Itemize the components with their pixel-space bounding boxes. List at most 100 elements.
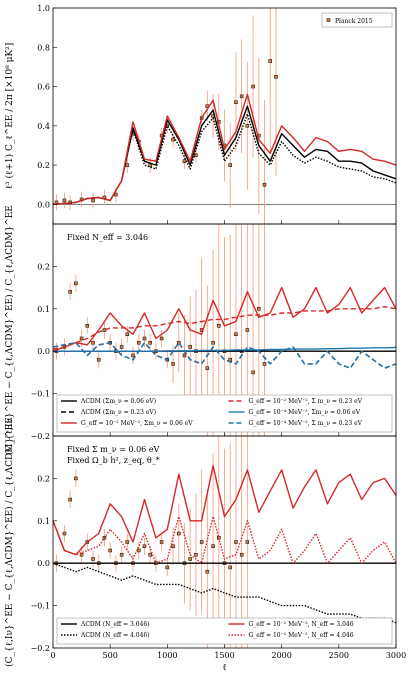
panel-middle-data-point — [148, 340, 152, 345]
panel-middle-data-point — [137, 340, 141, 345]
panel-bottom-xtick-label: 1000 — [157, 651, 177, 660]
panel-middle-data-point — [234, 332, 238, 336]
panel-bottom-legend-entry: ΛCDM (N_eff = 4.046) — [80, 632, 150, 639]
panel-middle-data-point — [205, 366, 210, 370]
panel-bottom-ytick-label: 0.0 — [37, 559, 50, 568]
panel-middle-data-point — [125, 332, 130, 336]
panel-middle-series-line-5 — [52, 342, 397, 369]
panel-middle-legend-entry: G_eff = 10⁻⁴ MeV⁻², Σm_ν = 0.06 eV — [249, 409, 361, 416]
panel-middle-legend-entry: G_eff = 10⁻⁴ MeV⁻², Σ m_ν = 0.23 eV — [249, 420, 363, 427]
panel-bottom-data-point — [165, 565, 170, 570]
panel-bottom-data-point — [234, 540, 238, 544]
panel-bottom-data-point — [148, 552, 152, 557]
panel-middle-ytick-label: −0.1 — [31, 390, 50, 399]
panel-top-legend-entry: Planck 2015 — [335, 18, 373, 25]
panel-bottom-data-point — [108, 548, 112, 553]
panel-bottom-legend-entry: ΛCDM (N_eff = 3.046) — [80, 621, 150, 628]
panel-bottom-xtick-label: 3000 — [386, 651, 406, 660]
panel-middle-data-point — [96, 357, 101, 362]
panel-bottom-xtick-label: 500 — [103, 651, 118, 660]
panel-middle-data-point — [74, 281, 78, 286]
panel-bottom-ytick-label: −0.2 — [31, 644, 50, 653]
panel-middle-data-point — [188, 345, 192, 349]
panel-middle-legend-box — [56, 394, 393, 433]
panel-middle-data-point — [85, 324, 90, 328]
panel-middle-legend-entry: ΛCDM (Σm_ν = 0.23 eV) — [80, 409, 156, 416]
panel-bottom-data-point — [91, 557, 95, 561]
panel-bottom-data-point — [171, 544, 175, 548]
panel-top-data-point — [125, 163, 130, 167]
panel-top-data-point — [182, 159, 187, 163]
panel-middle-legend-entry: G_eff = 10⁻² MeV⁻², Σ m_ν = 0.23 eV — [249, 398, 363, 405]
panel-bottom-data-point — [68, 497, 72, 502]
panel-bottom-data-point — [159, 540, 164, 544]
panel-middle-data-point — [211, 340, 215, 345]
panel-top-ytick-label: 0.8 — [37, 43, 50, 52]
panel-middle-ytick-label: 0.0 — [37, 347, 50, 356]
panel-top-ytick-label: 0.4 — [37, 122, 50, 131]
panel-top-data-point — [268, 59, 272, 63]
panel-middle-data-point — [171, 362, 175, 366]
panel-middle-legend-entry: ΛCDM (Σm_ν = 0.06 eV) — [80, 398, 156, 405]
panel-middle-ytick-label: 0.2 — [37, 262, 50, 271]
panel-bottom-data-point — [142, 544, 147, 548]
panel-bottom-series-line-3 — [52, 515, 397, 564]
panel-bottom-xtick-label: 2000 — [271, 651, 291, 660]
panel-top-data-point — [262, 182, 267, 187]
panel-top-data-point — [234, 100, 238, 105]
panel-middle-data-point — [251, 370, 255, 375]
panel-bottom-data-point — [137, 548, 141, 553]
panel-bottom-legend-box — [56, 617, 393, 645]
panel-bottom-data-point — [125, 540, 130, 544]
panel-middle-series-line-2 — [52, 286, 397, 352]
panel-middle-data-point — [79, 336, 84, 341]
panel-bottom-series-line-1 — [52, 562, 397, 624]
panel-top-legend-box — [321, 12, 393, 28]
panel-middle-data-point — [177, 340, 181, 345]
panel-bottom-data-point — [177, 531, 181, 536]
panel-middle-annotation: Fixed N_eff = 3.046 — [67, 233, 148, 242]
panel-bottom-data-point — [199, 540, 204, 544]
panel-bottom-data-point — [62, 531, 67, 536]
panel-bottom-ytick-label: −0.1 — [31, 602, 50, 611]
panel-bottom-legend-entry: G_eff = 10⁻² MeV⁻², N_eff = 4.046 — [249, 632, 354, 639]
panel-bottom-xtick-label: 0 — [50, 651, 55, 660]
panel-bottom-data-point — [205, 569, 210, 574]
panel-middle-legend-entry: G_eff = 10⁻² MeV⁻², Σm_ν = 0.06 eV — [81, 420, 193, 427]
panel-top-data-point — [194, 153, 198, 158]
panel-top-ytick-label: 1.0 — [37, 4, 50, 13]
panel-bottom-x-axis-label: ℓ — [222, 663, 226, 673]
panel-bottom-data-point — [79, 552, 84, 557]
panel-middle-data-point — [68, 290, 72, 294]
panel-bottom-ytick-label: 0.1 — [37, 517, 50, 526]
panel-bottom-data-point — [194, 552, 198, 557]
panel-bottom-annotation: Fixed Ω_b h², z_eq, θ_* — [67, 456, 160, 465]
panel-top-ytick-label: 0.6 — [37, 83, 50, 92]
panel-middle-data-point — [262, 362, 267, 366]
panel-top-data-point — [171, 137, 175, 142]
panel-middle-ytick-label: −0.2 — [31, 432, 50, 441]
panel-bottom-data-point — [74, 476, 78, 481]
panel-top-data-point — [251, 84, 255, 89]
panel-bottom-y-axis-label: (C_{ℓ,Iν}^EE − C_{ℓ,ΛCDM}^EE) / C_{ℓ,ΛCD… — [4, 417, 15, 667]
panel-middle-ytick-label: 0.1 — [37, 305, 50, 314]
panel-top-data-point — [62, 198, 67, 203]
panel-top-y-axis-label: ℓ³ (ℓ+1) C_ℓ^EE / 2π [×10⁸ μK²] — [4, 43, 15, 190]
panel-top-ytick-label: 0.2 — [37, 161, 50, 170]
panel-top-data-point — [228, 163, 232, 167]
panel-middle-data-point — [182, 353, 187, 358]
panel-top-data-point — [274, 74, 278, 79]
panel-middle-data-point — [91, 340, 95, 345]
panel-top-ytick-label: 0.0 — [37, 200, 50, 209]
panel-bottom-data-point — [228, 565, 232, 570]
panel-top-legend-marker — [326, 18, 331, 22]
panel-top-series-line-2 — [52, 93, 397, 206]
panel-bottom-data-point — [245, 540, 250, 544]
panel-middle-data-point — [217, 324, 221, 328]
panel-bottom-data-point — [188, 557, 192, 561]
panel-bottom-xtick-label: 2500 — [329, 651, 349, 660]
panel-middle-data-point — [159, 336, 164, 341]
panel-middle-y-axis-label: (C_{ℓ,Iν}^EE − C_{ℓ,ΛCDM}^EE) / C_{ℓ,ΛCD… — [4, 205, 15, 455]
panel-bottom-data-point — [239, 552, 244, 557]
